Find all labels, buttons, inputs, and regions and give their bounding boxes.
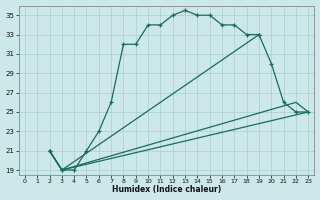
- X-axis label: Humidex (Indice chaleur): Humidex (Indice chaleur): [112, 185, 221, 194]
